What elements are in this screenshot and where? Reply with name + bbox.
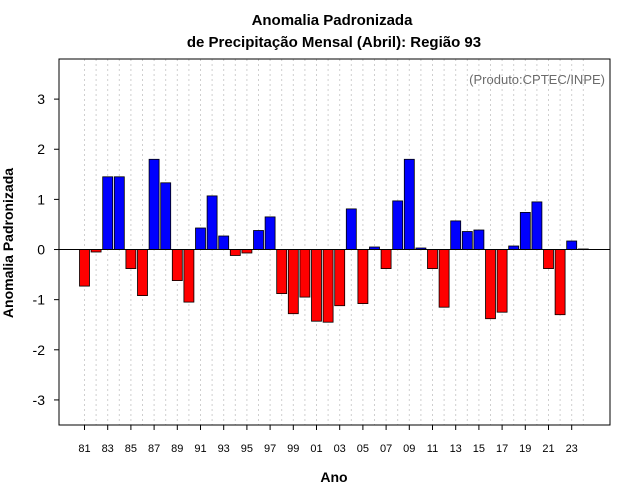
x-tick-label: 97 <box>264 443 276 455</box>
bar-14 <box>461 231 473 250</box>
bar-89 <box>171 249 183 282</box>
bar-86 <box>137 249 148 296</box>
x-tick-label: 09 <box>403 443 415 455</box>
bar-05 <box>357 249 369 304</box>
x-tick-label: 01 <box>310 443 322 455</box>
x-tick-label: 21 <box>542 443 554 455</box>
bar-18 <box>508 245 520 250</box>
bar-81 <box>79 249 90 287</box>
bar-19 <box>519 211 531 250</box>
y-tick-label: 0 <box>37 242 45 258</box>
bar-15 <box>473 229 485 251</box>
y-tick-label: -2 <box>33 342 46 358</box>
y-tick-label: -1 <box>33 292 46 308</box>
bar-96 <box>253 230 264 251</box>
x-tick-label: 99 <box>287 443 299 455</box>
x-tick-label: 81 <box>78 443 90 455</box>
bar-94 <box>229 249 241 256</box>
x-axis: 81 83 85 87 89 91 93 95 97 99 01 03 05 07 09 11 13 15 17 19… <box>78 425 578 455</box>
bar-87 <box>148 158 160 250</box>
bar-85 <box>125 249 137 270</box>
x-tick-label: 13 <box>450 443 462 455</box>
x-tick-label: 05 <box>357 443 369 455</box>
gridlines <box>84 59 584 425</box>
bar-13 <box>450 220 462 250</box>
x-tick-label: 11 <box>427 443 438 455</box>
x-tick-label: 93 <box>218 443 230 455</box>
bar-09 <box>403 158 415 250</box>
bar-95 <box>241 249 253 254</box>
bar-07 <box>380 249 392 270</box>
bar-00 <box>299 249 311 298</box>
bar-03 <box>334 249 346 307</box>
chart-title: Anomalia Padronizada <box>252 12 414 29</box>
bar-91 <box>195 227 206 251</box>
x-tick-label: 07 <box>380 443 392 455</box>
bar-01 <box>311 249 322 322</box>
x-tick-label: 03 <box>334 443 346 455</box>
bar-11 <box>427 249 438 270</box>
x-tick-label: 23 <box>566 443 578 455</box>
bar-97 <box>264 216 276 250</box>
x-tick-label: 95 <box>241 443 253 455</box>
bar-88 <box>160 182 172 250</box>
x-tick-label: 19 <box>519 443 531 455</box>
x-tick-label: 83 <box>102 443 114 455</box>
x-tick-label: 91 <box>194 443 206 455</box>
bar-84 <box>113 176 125 250</box>
y-tick-label: -3 <box>33 392 46 408</box>
x-axis-label: Ano <box>320 469 347 485</box>
x-tick-label: 85 <box>125 443 137 455</box>
x-tick-label: 89 <box>171 443 183 455</box>
bar-99 <box>287 249 299 315</box>
bar-12 <box>438 249 450 308</box>
x-tick-label: 15 <box>473 443 485 455</box>
bar-02 <box>322 249 334 323</box>
bar-21 <box>543 249 554 270</box>
y-tick-label: 2 <box>37 141 45 157</box>
credit-label: (Produto:CPTEC/INPE) <box>469 72 605 87</box>
y-tick-label: 1 <box>37 191 45 207</box>
bar-16 <box>485 249 496 320</box>
bar-08 <box>392 200 404 250</box>
plot-frame <box>58 58 611 426</box>
y-axis: -3 -2 -1 0 1 2 3 <box>33 91 59 408</box>
bar-93 <box>218 235 230 250</box>
bar-20 <box>531 201 543 250</box>
x-tick-label: 87 <box>148 443 160 455</box>
bar-23 <box>566 240 578 250</box>
bar-90 <box>183 249 195 303</box>
y-axis-label: Anomalia Padronizada <box>0 168 16 318</box>
bar-17 <box>496 249 508 313</box>
bar-92 <box>206 195 218 250</box>
bars <box>79 158 589 323</box>
y-tick-label: 3 <box>37 91 45 107</box>
bar-83 <box>102 176 114 250</box>
bar-22 <box>554 249 566 316</box>
bar-04 <box>345 208 357 250</box>
bar-98 <box>276 249 288 294</box>
chart-subtitle: de Precipitação Mensal (Abril): Região 9… <box>187 34 481 51</box>
x-tick-label: 17 <box>496 443 508 455</box>
